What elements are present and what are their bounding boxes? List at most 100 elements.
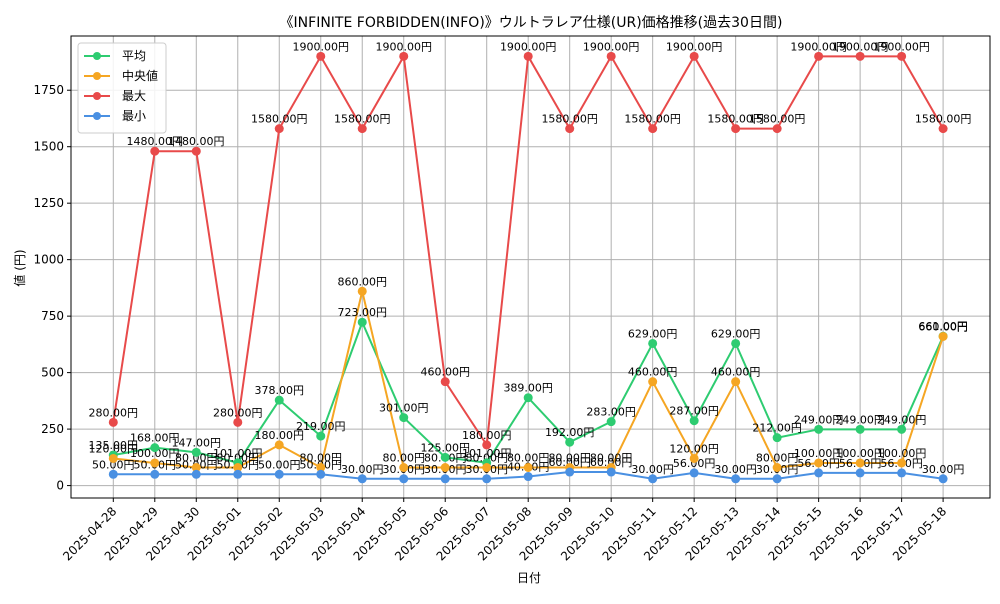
data-point (897, 468, 907, 478)
data-label: 30.00円 (714, 463, 757, 476)
data-label: 1580.00円 (251, 113, 308, 126)
x-axis-label: 日付 (517, 571, 541, 585)
data-label: 661.00円 (918, 320, 968, 333)
data-label: 249.00円 (794, 413, 844, 426)
data-label: 249.00円 (835, 413, 885, 426)
data-label: 1580.00円 (915, 113, 972, 126)
data-point (606, 467, 616, 477)
legend-label: 最大 (122, 89, 146, 103)
data-label: 100.00円 (794, 447, 844, 460)
data-point (772, 124, 782, 134)
y-tick-label: 1750 (33, 83, 64, 97)
y-tick-label: 1000 (33, 253, 64, 267)
y-axis-label: 値 (円) (12, 249, 27, 286)
data-label: 1900.00円 (873, 40, 930, 53)
data-label: 460.00円 (628, 366, 678, 379)
data-label: 80.00円 (756, 452, 799, 465)
data-label: 30.00円 (341, 463, 384, 476)
plot-frame (70, 35, 991, 499)
data-point (357, 474, 367, 484)
data-label: 80.00円 (175, 452, 218, 465)
y-tick-label: 250 (41, 422, 64, 436)
legend-marker (93, 72, 101, 80)
data-point (938, 331, 948, 341)
data-label: 1900.00円 (832, 40, 889, 53)
data-label: 1480.00円 (127, 135, 184, 148)
data-point (814, 468, 824, 478)
data-point (108, 417, 118, 427)
y-tick-label: 0 (56, 479, 64, 493)
data-label: 60.00円 (548, 456, 591, 469)
data-label: 192.00円 (545, 426, 595, 439)
data-label: 1900.00円 (293, 40, 350, 53)
data-point (233, 417, 243, 427)
data-label: 30.00円 (631, 463, 674, 476)
legend-marker (93, 92, 101, 100)
data-point (523, 51, 533, 61)
data-point (233, 463, 243, 473)
data-point (440, 463, 450, 473)
data-label: 80.00円 (217, 452, 260, 465)
y-tick-label: 1250 (33, 196, 64, 210)
data-label: 1900.00円 (375, 40, 432, 53)
y-tick-label: 750 (41, 309, 64, 323)
data-point (606, 51, 616, 61)
data-label: 100.00円 (130, 447, 180, 460)
data-label: 60.00円 (590, 456, 633, 469)
y-tick-label: 500 (41, 366, 64, 380)
data-label: 460.00円 (420, 366, 470, 379)
data-point (855, 458, 865, 468)
data-point (772, 474, 782, 484)
legend-label: 最小 (122, 109, 146, 123)
data-point (150, 443, 160, 453)
data-label: 56.00円 (673, 457, 716, 470)
data-point (855, 468, 865, 478)
data-point (897, 51, 907, 61)
data-point (191, 447, 201, 457)
data-point (150, 469, 160, 479)
data-point (357, 124, 367, 134)
data-point (399, 474, 409, 484)
data-point (191, 146, 201, 156)
data-point (772, 433, 782, 443)
data-label: 280.00円 (213, 406, 263, 419)
data-label: 80.00円 (300, 452, 343, 465)
data-label: 100.00円 (835, 447, 885, 460)
data-point (440, 474, 450, 484)
data-label: 80.00円 (465, 452, 508, 465)
data-point (689, 453, 699, 463)
data-label: 80.00円 (590, 452, 633, 465)
data-label: 283.00円 (586, 406, 636, 419)
data-label: 80.00円 (382, 452, 425, 465)
data-label: 1580.00円 (624, 113, 681, 126)
data-label: 219.00円 (296, 420, 346, 433)
legend-label: 中央値 (122, 68, 158, 83)
data-label: 80.00円 (548, 452, 591, 465)
data-label: 1900.00円 (583, 40, 640, 53)
data-label: 120.00円 (669, 442, 719, 455)
data-point (523, 393, 533, 403)
data-point (316, 431, 326, 441)
data-label: 50.00円 (92, 458, 135, 471)
data-label: 101.00円 (462, 447, 512, 460)
data-label: 212.00円 (752, 422, 802, 435)
data-point (565, 124, 575, 134)
data-label: 629.00円 (711, 327, 761, 340)
data-point (565, 467, 575, 477)
data-point (316, 51, 326, 61)
data-label: 1480.00円 (168, 135, 225, 148)
data-label: 1900.00円 (666, 40, 723, 53)
data-point (855, 424, 865, 434)
data-point (191, 469, 201, 479)
legend-label: 平均 (122, 49, 146, 63)
data-label: 125.00円 (420, 441, 470, 454)
data-point (274, 469, 284, 479)
data-label: 180.00円 (462, 429, 512, 442)
data-label: 80.00円 (507, 452, 550, 465)
data-point (855, 51, 865, 61)
data-point (316, 463, 326, 473)
data-label: 50.00円 (258, 458, 301, 471)
data-label: 660.00円 (918, 320, 968, 333)
data-point (648, 377, 658, 387)
chart-title: 《INFINITE FORBIDDEN(INFO)》ウルトラレア仕様(UR)価格… (280, 15, 783, 31)
